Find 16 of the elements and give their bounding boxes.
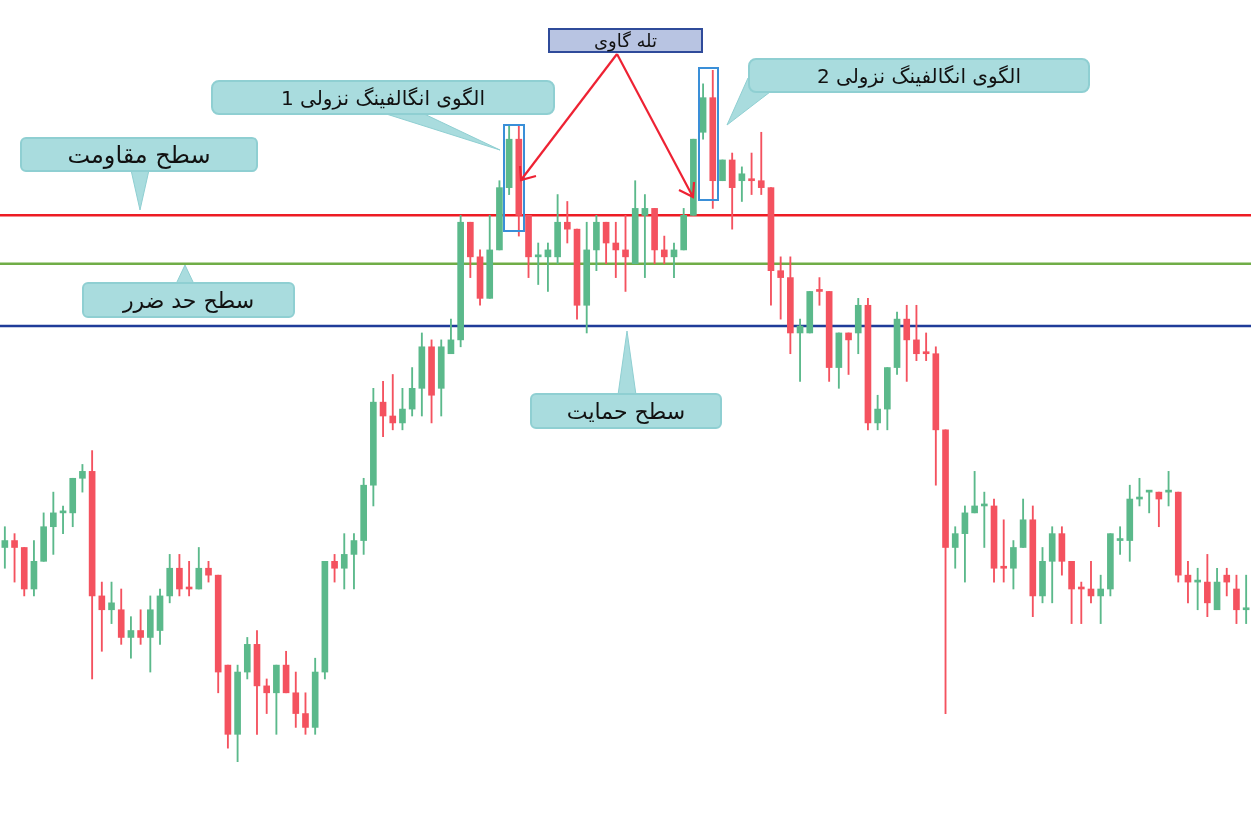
candlestick [748, 152, 755, 195]
candlestick [563, 201, 571, 244]
label-box: تله گاوی [548, 28, 703, 53]
candlestick [922, 332, 930, 361]
candlestick [127, 616, 135, 659]
candlestick [641, 194, 649, 278]
candlestick [1097, 574, 1105, 624]
candlestick [1, 526, 9, 569]
candlestick [971, 471, 978, 514]
candlestick [1116, 526, 1124, 555]
candlestick [389, 374, 397, 431]
candlestick [1000, 519, 1008, 583]
candlestick [757, 131, 765, 195]
candlestick [1242, 574, 1250, 624]
candlestick [777, 256, 784, 320]
candlestick [612, 221, 620, 278]
